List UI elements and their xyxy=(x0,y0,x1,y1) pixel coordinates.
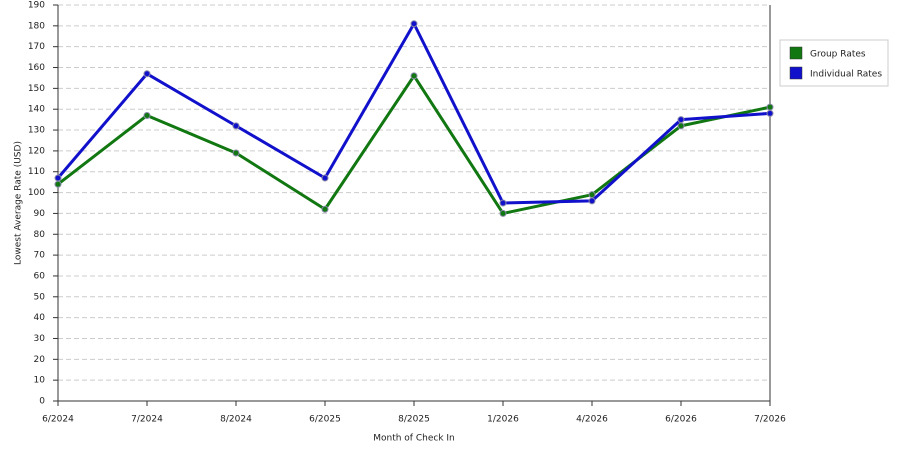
data-point xyxy=(321,205,329,213)
y-tick-label: 20 xyxy=(34,355,46,365)
y-tick-label: 120 xyxy=(28,146,45,156)
legend-label: Group Rates xyxy=(810,50,866,60)
y-tick-label: 100 xyxy=(28,188,45,198)
data-point xyxy=(766,109,774,117)
y-tick-label: 40 xyxy=(34,313,46,323)
y-tick-label: 10 xyxy=(34,376,46,386)
data-point xyxy=(232,122,240,130)
y-tick-label: 130 xyxy=(28,126,45,136)
x-tick-label: 6/2026 xyxy=(665,415,697,425)
y-tick-label: 80 xyxy=(34,230,46,240)
x-tick-label: 6/2025 xyxy=(309,415,341,425)
data-point xyxy=(321,174,329,182)
data-point xyxy=(54,174,62,182)
y-tick-label: 190 xyxy=(28,1,45,11)
series-line xyxy=(56,22,771,205)
data-point xyxy=(410,20,418,28)
y-tick-label: 160 xyxy=(28,63,45,73)
data-point xyxy=(54,180,62,188)
data-point xyxy=(410,72,418,80)
data-point xyxy=(588,197,596,205)
y-tick-label: 30 xyxy=(34,334,46,344)
x-tick-label: 7/2026 xyxy=(754,415,786,425)
data-point xyxy=(499,199,507,207)
y-tick-label: 50 xyxy=(34,292,46,302)
legend-swatch xyxy=(789,66,803,80)
x-tick-label: 1/2026 xyxy=(487,415,519,425)
y-tick-label: 170 xyxy=(28,42,45,52)
data-point xyxy=(766,103,774,111)
y-axis-label: Lowest Average Rate (USD) xyxy=(14,141,24,265)
data-point xyxy=(677,116,685,124)
data-point xyxy=(143,70,151,78)
y-tick-label: 140 xyxy=(28,105,45,115)
data-point xyxy=(143,111,151,119)
y-tick-label: 150 xyxy=(28,84,45,94)
data-point xyxy=(588,191,596,199)
data-point xyxy=(677,122,685,130)
y-tick-label: 90 xyxy=(34,209,46,219)
x-tick-label: 7/2024 xyxy=(131,415,163,425)
x-axis-label: Month of Check In xyxy=(373,434,455,444)
legend-swatch xyxy=(789,46,803,60)
y-tick-label: 0 xyxy=(39,397,45,407)
y-tick-label: 60 xyxy=(34,271,46,281)
data-point xyxy=(499,209,507,217)
x-tick-label: 4/2026 xyxy=(576,415,608,425)
y-tick-label: 110 xyxy=(28,167,45,177)
legend-label: Individual Rates xyxy=(810,70,882,80)
y-tick-label: 180 xyxy=(28,21,45,31)
data-point xyxy=(232,149,240,157)
x-tick-label: 6/2024 xyxy=(42,415,74,425)
y-tick-label: 70 xyxy=(34,251,46,261)
x-tick-label: 8/2024 xyxy=(220,415,252,425)
x-tick-label: 8/2025 xyxy=(398,415,430,425)
